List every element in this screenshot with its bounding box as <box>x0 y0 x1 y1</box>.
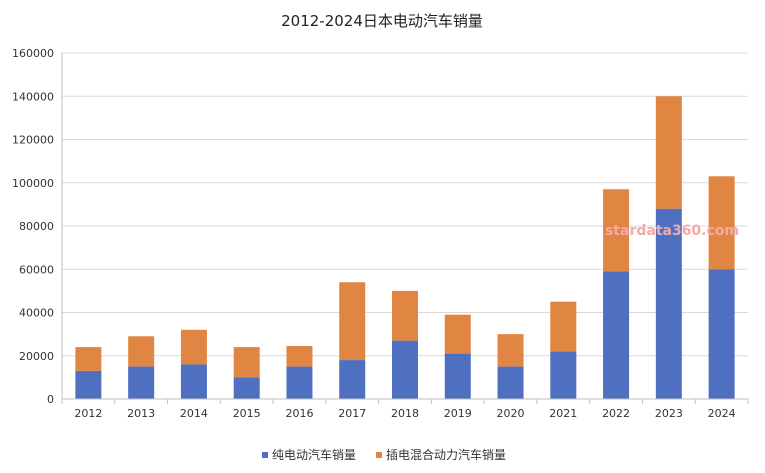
x-tick-label: 2024 <box>708 407 736 420</box>
bar-phev-2017 <box>339 282 366 361</box>
y-tick-label: 160000 <box>12 47 54 60</box>
legend-label: 插电混合动力汽车销量 <box>386 447 506 462</box>
bar-phev-2012 <box>75 347 102 371</box>
y-tick-label: 80000 <box>19 220 54 233</box>
y-tick-label: 120000 <box>12 134 54 147</box>
bar-bev-2023 <box>655 208 682 399</box>
x-tick-label: 2019 <box>444 407 472 420</box>
bar-phev-2014 <box>180 329 207 365</box>
x-tick-label: 2017 <box>338 407 366 420</box>
bar-bev-2014 <box>180 364 207 399</box>
bar-bev-2019 <box>444 353 471 399</box>
x-axis: 2012 2013 2014 2015 2016 2017 2018 2019 2020 2021… <box>61 398 749 420</box>
y-axis: 0 20000 40000 60000 80000 100000 120000 140000 1… <box>12 47 63 406</box>
bar-bev-2015 <box>233 377 260 399</box>
bar-phev-2021 <box>550 301 577 352</box>
bar-bev-2024 <box>708 269 735 399</box>
bar-bev-2018 <box>392 340 418 399</box>
bar-phev-2018 <box>392 290 418 341</box>
x-tick-label: 2015 <box>233 407 261 420</box>
bar-bev-2012 <box>75 370 102 399</box>
watermark: stardata360.com <box>605 223 739 239</box>
legend-label: 纯电动汽车销量 <box>272 447 356 462</box>
x-tick-label: 2023 <box>655 407 683 420</box>
bar-phev-2020 <box>497 334 524 367</box>
x-tick-label: 2013 <box>127 407 155 420</box>
bar-phev-2015 <box>233 347 260 378</box>
bar-bev-2017 <box>339 360 366 399</box>
x-tick-label: 2016 <box>285 407 313 420</box>
legend-swatch <box>262 452 268 458</box>
legend-swatch <box>376 452 382 458</box>
bar-phev-2024 <box>708 176 735 270</box>
bar-bev-2013 <box>128 366 155 399</box>
y-tick-label: 140000 <box>12 90 54 103</box>
bar-phev-2013 <box>128 336 155 367</box>
bar-bev-2021 <box>550 351 577 399</box>
bar-phev-2023 <box>655 96 682 209</box>
legend: 纯电动汽车销量 插电混合动力汽车销量 <box>262 447 506 462</box>
bar-bev-2022 <box>603 271 630 399</box>
bars <box>75 96 735 399</box>
y-tick-label: 20000 <box>19 350 54 363</box>
bar-phev-2022 <box>603 189 630 272</box>
y-tick-label: 60000 <box>19 263 54 276</box>
gridlines <box>62 52 748 400</box>
bar-bev-2020 <box>497 366 524 399</box>
x-tick-label: 2022 <box>602 407 630 420</box>
x-tick-label: 2014 <box>180 407 208 420</box>
y-tick-label: 100000 <box>12 177 54 190</box>
y-tick-label: 40000 <box>19 307 54 320</box>
bar-phev-2016 <box>286 346 313 367</box>
chart-title: 2012-2024日本电动汽车销量 <box>281 12 483 30</box>
x-tick-label: 2020 <box>497 407 525 420</box>
bar-bev-2016 <box>286 366 313 399</box>
x-tick-label: 2012 <box>74 407 102 420</box>
y-tick-label: 0 <box>47 393 54 406</box>
x-tick-label: 2018 <box>391 407 419 420</box>
bar-phev-2019 <box>444 314 471 354</box>
x-tick-label: 2021 <box>549 407 577 420</box>
